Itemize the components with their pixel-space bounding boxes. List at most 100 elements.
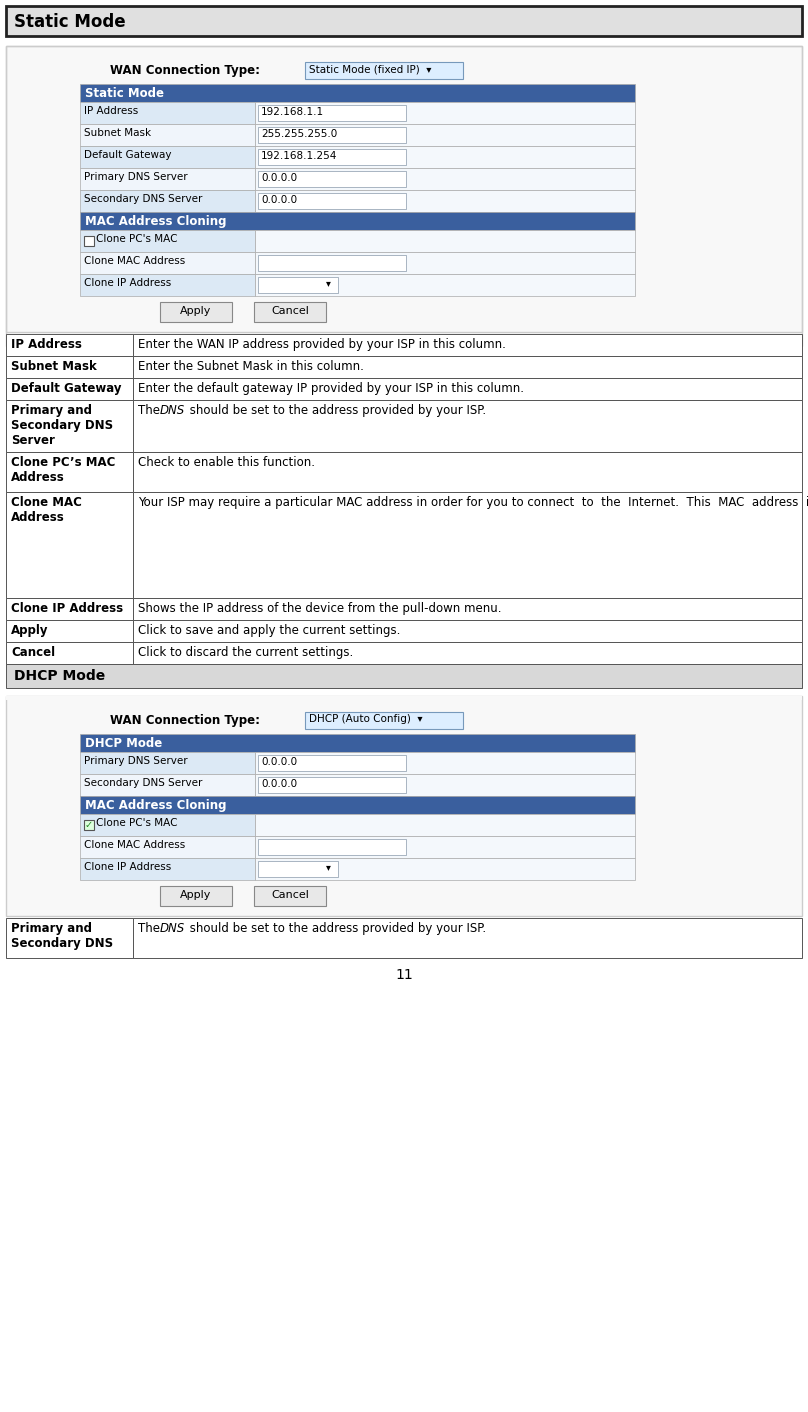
- Text: DNS: DNS: [160, 404, 185, 417]
- Text: DHCP Mode: DHCP Mode: [85, 737, 162, 750]
- Bar: [80, 753, 255, 774]
- Text: Clone MAC
Address: Clone MAC Address: [11, 496, 82, 524]
- Bar: [6, 6, 802, 35]
- Bar: [6, 696, 802, 916]
- Bar: [255, 836, 635, 858]
- Bar: [255, 124, 635, 145]
- Bar: [160, 302, 232, 322]
- Bar: [6, 696, 802, 700]
- Bar: [80, 836, 255, 858]
- Text: ▾: ▾: [326, 278, 330, 288]
- Bar: [6, 452, 133, 491]
- Bar: [6, 47, 802, 332]
- Bar: [255, 274, 635, 297]
- Bar: [6, 642, 133, 664]
- Text: DHCP Mode: DHCP Mode: [14, 669, 105, 683]
- Text: 0.0.0.0: 0.0.0.0: [261, 779, 297, 789]
- Bar: [258, 277, 338, 294]
- Bar: [80, 251, 255, 274]
- Text: Primary and
Secondary DNS: Primary and Secondary DNS: [11, 922, 113, 950]
- Bar: [80, 124, 255, 145]
- Bar: [258, 171, 406, 186]
- Bar: [133, 642, 802, 664]
- Bar: [6, 664, 802, 688]
- Bar: [258, 150, 406, 165]
- Text: 0.0.0.0: 0.0.0.0: [261, 195, 297, 205]
- Bar: [80, 83, 635, 102]
- Bar: [258, 861, 338, 877]
- Text: WAN Connection Type:: WAN Connection Type:: [110, 64, 260, 78]
- Bar: [258, 127, 406, 143]
- Bar: [80, 796, 635, 813]
- Bar: [80, 774, 255, 796]
- Text: Apply: Apply: [180, 306, 212, 316]
- Text: 0.0.0.0: 0.0.0.0: [261, 757, 297, 767]
- Bar: [255, 753, 635, 774]
- Text: Static Mode: Static Mode: [14, 13, 125, 31]
- Bar: [6, 620, 133, 642]
- Text: Shows the IP address of the device from the pull-down menu.: Shows the IP address of the device from …: [138, 602, 502, 616]
- Text: Default Gateway: Default Gateway: [84, 150, 171, 160]
- Bar: [6, 599, 133, 620]
- Bar: [160, 885, 232, 907]
- Bar: [258, 193, 406, 209]
- Bar: [255, 774, 635, 796]
- Text: Primary and
Secondary DNS
Server: Primary and Secondary DNS Server: [11, 404, 113, 448]
- Bar: [255, 102, 635, 124]
- Text: Clone IP Address: Clone IP Address: [84, 278, 171, 288]
- Bar: [80, 734, 635, 753]
- Bar: [133, 599, 802, 620]
- Bar: [258, 777, 406, 794]
- Text: Static Mode: Static Mode: [85, 88, 164, 100]
- Text: Clone MAC Address: Clone MAC Address: [84, 840, 185, 850]
- Bar: [6, 918, 133, 957]
- Bar: [80, 102, 255, 124]
- Bar: [258, 256, 406, 271]
- Text: IP Address: IP Address: [11, 337, 82, 352]
- Bar: [255, 168, 635, 191]
- Bar: [80, 858, 255, 880]
- Text: The: The: [138, 404, 164, 417]
- Text: Clone PC's MAC: Clone PC's MAC: [96, 818, 178, 827]
- Bar: [133, 335, 802, 356]
- Bar: [255, 858, 635, 880]
- Bar: [133, 400, 802, 452]
- Bar: [80, 145, 255, 168]
- Bar: [84, 236, 94, 246]
- Text: Cancel: Cancel: [271, 890, 309, 899]
- Text: Primary DNS Server: Primary DNS Server: [84, 755, 187, 765]
- Text: Clone IP Address: Clone IP Address: [11, 602, 123, 616]
- Bar: [133, 452, 802, 491]
- Bar: [80, 230, 255, 251]
- Bar: [255, 230, 635, 251]
- Text: Primary DNS Server: Primary DNS Server: [84, 172, 187, 182]
- Bar: [305, 62, 463, 79]
- Text: Cancel: Cancel: [11, 647, 55, 659]
- Bar: [258, 104, 406, 121]
- Text: ✓: ✓: [85, 820, 93, 830]
- Text: IP Address: IP Address: [84, 106, 138, 116]
- Text: Enter the default gateway IP provided by your ISP in this column.: Enter the default gateway IP provided by…: [138, 383, 524, 395]
- Bar: [6, 378, 133, 400]
- Text: DNS: DNS: [160, 922, 185, 935]
- Bar: [258, 755, 406, 771]
- Text: Apply: Apply: [180, 890, 212, 899]
- Text: Check to enable this function.: Check to enable this function.: [138, 456, 315, 469]
- Text: Static Mode (fixed IP)  ▾: Static Mode (fixed IP) ▾: [309, 64, 431, 73]
- Bar: [6, 335, 133, 356]
- Bar: [255, 813, 635, 836]
- Text: Click to discard the current settings.: Click to discard the current settings.: [138, 647, 353, 659]
- Bar: [133, 356, 802, 378]
- Bar: [6, 491, 133, 599]
- Text: Subnet Mask: Subnet Mask: [84, 128, 151, 138]
- Bar: [80, 813, 255, 836]
- Text: WAN Connection Type:: WAN Connection Type:: [110, 714, 260, 727]
- Text: Enter the WAN IP address provided by your ISP in this column.: Enter the WAN IP address provided by you…: [138, 337, 506, 352]
- Bar: [80, 212, 635, 230]
- Text: Subnet Mask: Subnet Mask: [11, 360, 97, 373]
- Bar: [305, 712, 463, 729]
- Text: Apply: Apply: [11, 624, 48, 637]
- Text: 255.255.255.0: 255.255.255.0: [261, 128, 337, 138]
- Text: Enter the Subnet Mask in this column.: Enter the Subnet Mask in this column.: [138, 360, 364, 373]
- Text: Default Gateway: Default Gateway: [11, 383, 121, 395]
